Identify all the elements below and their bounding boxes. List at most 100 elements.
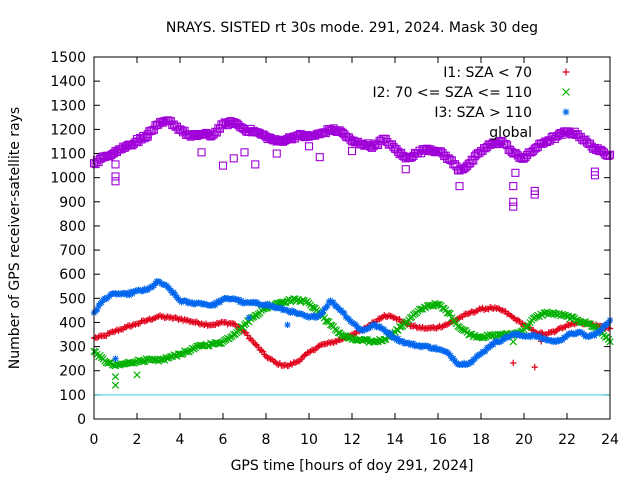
series-4-sample <box>269 136 278 145</box>
series-3-outlier <box>284 321 291 329</box>
series-3-sample <box>347 318 354 325</box>
series-4-outlier <box>511 168 520 177</box>
y-tick-label: 1300 <box>50 98 86 114</box>
series-4 <box>89 116 615 211</box>
series-3-sample <box>350 320 357 327</box>
series-1-sample <box>115 327 122 334</box>
series-3-sample <box>325 298 333 306</box>
x-tick-label: 2 <box>133 432 142 448</box>
series-2-sample <box>446 309 454 318</box>
series-2-outlier <box>111 381 120 389</box>
series-3-sample <box>500 336 508 343</box>
series-3-sample <box>468 359 475 366</box>
series-3-sample <box>530 331 537 338</box>
series-3-sample <box>444 348 451 356</box>
series-4-outlier <box>567 130 576 139</box>
series-3-sample <box>238 297 245 304</box>
x-tick-label: 10 <box>300 432 318 448</box>
series-3-sample <box>562 333 569 341</box>
series-3-sample <box>247 299 254 306</box>
plot-frame <box>93 56 611 420</box>
series-4-outlier <box>530 186 539 195</box>
series-3-sample <box>410 340 417 347</box>
series-3-sample <box>605 319 612 326</box>
series-4-outlier <box>509 197 518 206</box>
series-4-sample <box>215 124 224 133</box>
y-tick-label: 600 <box>59 267 86 283</box>
x-tick-label: 8 <box>262 432 271 448</box>
series-1-outlier <box>510 359 517 367</box>
series-2-sample <box>105 359 113 367</box>
series-3-sample <box>388 333 396 341</box>
series-3-sample <box>170 289 178 296</box>
series-3-sample <box>265 302 273 310</box>
series-3-sample <box>336 306 343 314</box>
series-3-sample <box>594 328 601 336</box>
x-tick-label: 12 <box>343 432 361 448</box>
series-2-sample <box>130 359 138 367</box>
series-4-sample <box>97 154 106 163</box>
series-3 <box>90 278 614 369</box>
series-4-sample <box>527 147 536 157</box>
legend-label-4: global <box>489 125 532 141</box>
series-1-sample <box>261 351 268 358</box>
series-4-outlier <box>143 132 152 141</box>
series-3-sample <box>373 324 380 331</box>
legend-label-2: I2: 70 <= SZA <= 110 <box>372 85 532 101</box>
series-4-sample <box>604 151 613 160</box>
series-4-outlier <box>401 165 410 174</box>
series-3-sample <box>95 302 102 310</box>
series-1-sample <box>476 305 483 312</box>
series-4-sample <box>581 135 590 144</box>
series-3-sample <box>304 312 311 320</box>
series-3-sample <box>255 300 262 308</box>
series-3-sample <box>256 301 264 308</box>
series-3-sample <box>324 302 331 310</box>
series-3-sample <box>379 325 386 333</box>
series-1-sample <box>272 358 279 366</box>
series-3-sample <box>497 338 505 345</box>
series-3-sample <box>239 300 247 307</box>
series-4-outlier <box>111 177 120 186</box>
x-tick-label: 14 <box>386 432 404 448</box>
series-4-outlier <box>111 160 120 169</box>
series-3-sample <box>345 315 353 323</box>
series-4-outlier <box>272 149 281 158</box>
series-3-sample <box>169 289 176 297</box>
series-4-sample <box>323 125 332 134</box>
series-4-outlier <box>229 154 238 163</box>
y-tick-label: 400 <box>59 315 86 331</box>
series-3-sample <box>387 330 394 337</box>
series-4-sample <box>495 138 504 147</box>
series-2-sample <box>474 333 482 341</box>
series-3-sample <box>377 325 385 332</box>
series-3-sample <box>282 306 290 314</box>
series-1-sample <box>324 340 331 347</box>
series-1-sample <box>519 320 526 327</box>
series-1-sample <box>258 347 265 354</box>
y-tick-label: 1500 <box>50 50 86 66</box>
series-2-sample <box>415 305 424 314</box>
series-3-sample <box>384 328 391 336</box>
series-3-sample <box>573 330 580 337</box>
series-3-sample <box>487 342 494 350</box>
series-3-sample <box>276 305 284 312</box>
series-3-sample <box>143 286 150 293</box>
series-3-sample <box>368 322 376 329</box>
series-4-sample <box>334 127 343 136</box>
series-3-sample <box>201 300 208 307</box>
series-3-sample <box>540 334 548 342</box>
series-2 <box>90 295 614 389</box>
legend-marker-3 <box>562 108 570 116</box>
series-1-sample <box>129 322 136 329</box>
series-3-sample <box>308 312 316 320</box>
series-4-outlier <box>132 135 142 144</box>
series-3-sample <box>482 347 489 355</box>
series-1-sample <box>336 336 343 344</box>
series-3-sample <box>330 299 337 306</box>
series-1-sample <box>121 323 128 331</box>
series-4-sample <box>377 136 386 145</box>
series-3-sample <box>261 302 268 309</box>
y-tick-label: 0 <box>77 412 86 428</box>
